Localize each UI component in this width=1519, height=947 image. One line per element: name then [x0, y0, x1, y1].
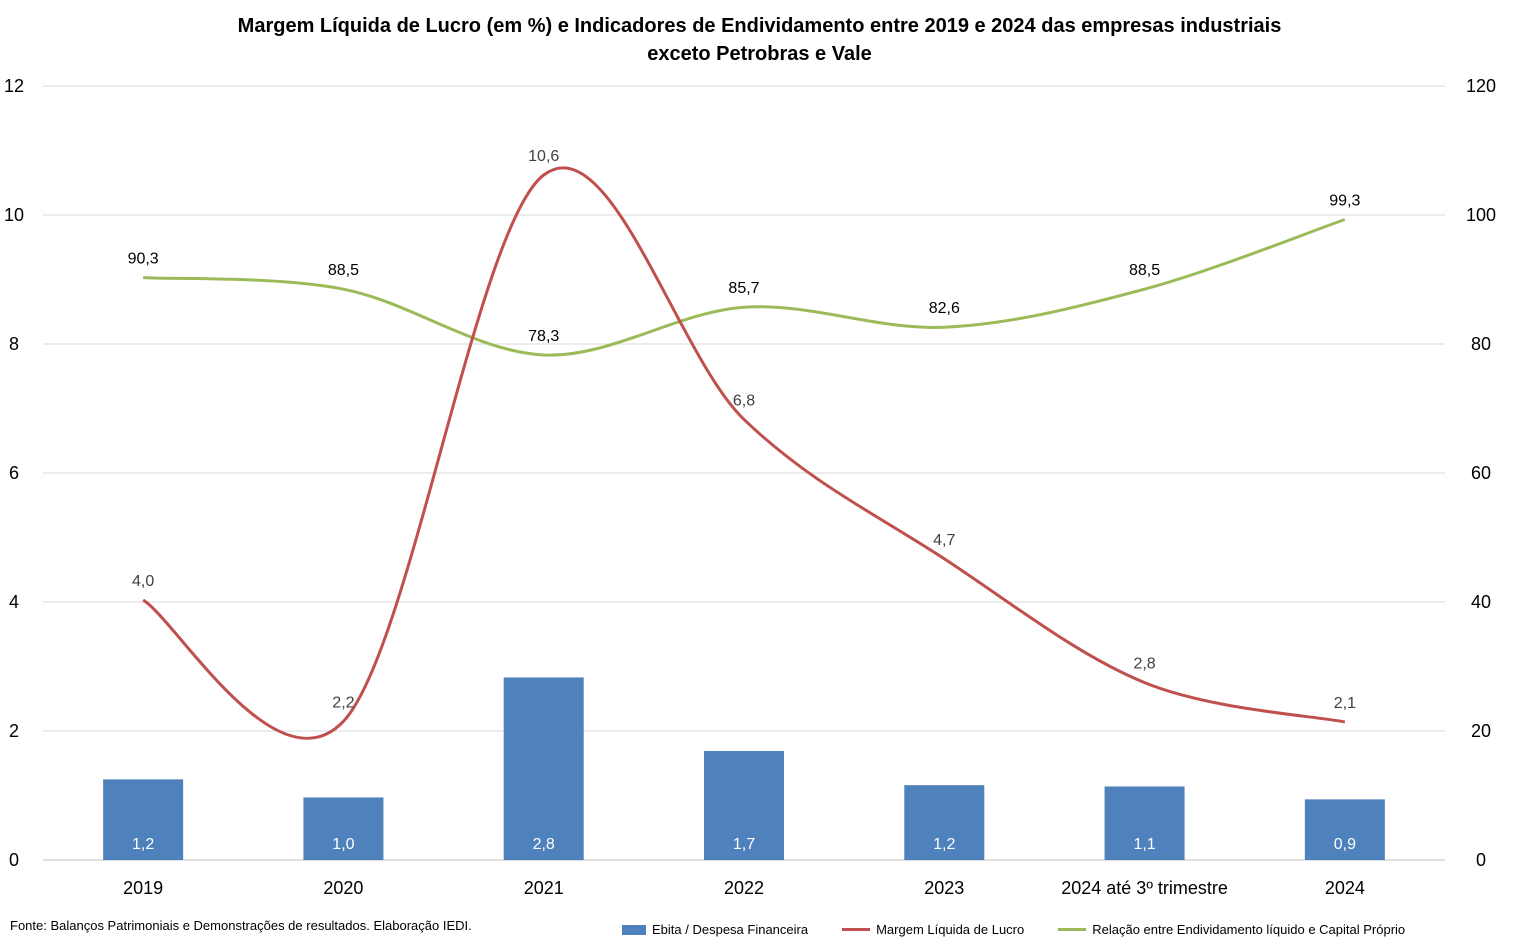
y-left-tick-label: 10 [4, 205, 24, 225]
legend-label-bar: Ebita / Despesa Financeira [652, 922, 809, 937]
legend-item-margin: Margem Líquida de Lucro [842, 922, 1024, 937]
debt-ratio-line [143, 218, 1346, 357]
bar-data-label: 1,2 [933, 836, 955, 853]
x-tick-label: 2024 [1325, 878, 1365, 898]
bar-data-label: 1,7 [733, 836, 755, 853]
net-margin-data-label: 10,6 [528, 148, 559, 165]
y-left-tick-label: 0 [9, 850, 19, 870]
bar-data-label: 0,9 [1334, 836, 1356, 853]
bar [303, 797, 384, 860]
debt-ratio-data-label: 82,6 [929, 300, 960, 317]
debt-ratio-data-label: 85,7 [728, 280, 759, 297]
chart-title-line1: Margem Líquida de Lucro (em %) e Indicad… [237, 15, 1282, 37]
y-right-tick-label: 40 [1471, 592, 1491, 612]
x-tick-label: 2019 [123, 878, 163, 898]
net-margin-data-label: 2,2 [332, 694, 354, 711]
y-left-tick-label: 6 [9, 463, 19, 483]
bar-data-label: 1,1 [1133, 836, 1155, 853]
chart-title: Margem Líquida de Lucro (em %) e Indicad… [0, 12, 1519, 68]
legend-label-margin: Margem Líquida de Lucro [876, 922, 1025, 937]
legend-label-debt: Relação entre Endividamento líquido e Ca… [1092, 922, 1406, 937]
y-left-tick-label: 12 [4, 76, 24, 96]
net-margin-data-label: 2,8 [1133, 656, 1155, 673]
legend-swatch-bar [622, 924, 646, 935]
x-tick-label: 2020 [323, 878, 363, 898]
chart-title-line2: exceto Petrobras e Vale [647, 43, 872, 65]
y-right-tick-label: 100 [1466, 205, 1496, 225]
debt-ratio-data-label: 78,3 [528, 328, 559, 345]
x-tick-label: 2022 [724, 878, 764, 898]
bar [1304, 799, 1385, 860]
bar [704, 750, 784, 860]
debt-ratio-data-label: 99,3 [1329, 193, 1360, 210]
legend: Ebita / Despesa Financeira Margem Líquid… [622, 922, 1405, 937]
debt-ratio-data-label: 88,5 [1129, 262, 1160, 279]
debt-ratio-data-label: 88,5 [328, 262, 359, 279]
net-margin-data-label: 6,8 [733, 392, 755, 409]
legend-item-debt: Relação entre Endividamento líquido e Ca… [1058, 922, 1405, 937]
bar [904, 785, 985, 860]
x-tick-label: 2024 até 3º trimestre [1061, 878, 1228, 898]
bar-data-label: 1,2 [132, 836, 154, 853]
legend-swatch-debt [1058, 928, 1087, 931]
debt-ratio-data-label: 90,3 [128, 251, 159, 268]
x-tick-label: 2021 [524, 878, 564, 898]
legend-swatch-margin [842, 928, 871, 931]
x-tick-label: 2023 [924, 878, 964, 898]
y-right-tick-label: 60 [1471, 463, 1491, 483]
net-margin-data-label: 4,7 [933, 532, 955, 549]
y-left-tick-label: 4 [9, 592, 19, 612]
y-left-tick-label: 8 [9, 334, 19, 354]
bar-data-label: 2,8 [533, 836, 555, 853]
y-right-tick-label: 20 [1471, 721, 1491, 741]
y-right-tick-label: 0 [1476, 850, 1486, 870]
y-right-tick-label: 120 [1466, 76, 1496, 96]
bar-data-label: 1,0 [332, 836, 354, 853]
bar [103, 779, 184, 860]
net-margin-data-label: 4,0 [132, 573, 154, 590]
source-note: Fonte: Balanços Patrimoniais e Demonstra… [10, 918, 472, 933]
bar [1104, 786, 1185, 860]
y-right-tick-label: 80 [1471, 334, 1491, 354]
net-margin-line [142, 166, 1346, 740]
net-margin-data-label: 2,1 [1334, 695, 1356, 712]
bar [503, 677, 584, 860]
y-left-tick-label: 2 [9, 721, 19, 741]
legend-item-bar: Ebita / Despesa Financeira [622, 922, 808, 937]
